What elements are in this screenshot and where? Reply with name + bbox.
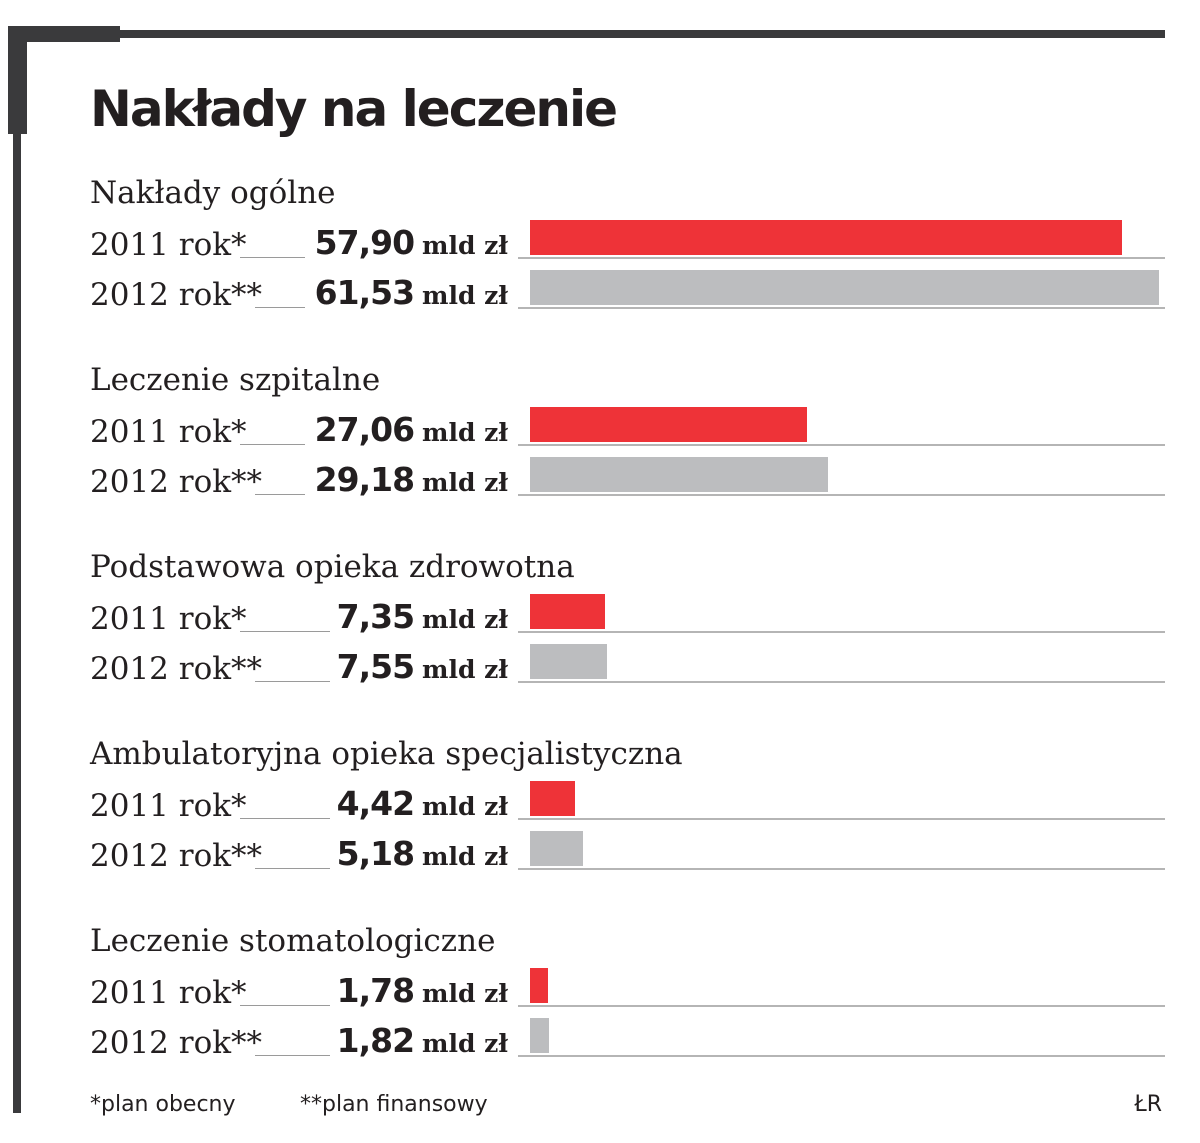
value-number: 7,55 [336, 647, 415, 686]
value-unit: mld zł [422, 281, 508, 310]
series-label-2012: 2012 rok** [90, 277, 263, 313]
series-label-2011: 2011 rok* [90, 601, 247, 637]
series-label-2012: 2012 rok** [90, 651, 263, 687]
series-label-2012: 2012 rok** [90, 464, 263, 500]
bar-leczenie-szpitalne-2011 [530, 407, 807, 442]
value-label-podstawowa-opieka-zdrowotna-2012: 7,55 mld zł [337, 650, 508, 683]
bar-leczenie-stomatologiczne-2011 [530, 968, 549, 1003]
bar-leczenie-stomatologiczne-2012 [530, 1018, 549, 1053]
value-unit: mld zł [422, 842, 508, 871]
leader-line [240, 818, 330, 819]
bar-naklady-ogolne-2012 [530, 270, 1159, 305]
category-label-podstawowa-opieka-zdrowotna: Podstawowa opieka zdrowotna [90, 549, 575, 585]
bar-naklady-ogolne-2011 [530, 220, 1122, 255]
value-label-naklady-ogolne-2012: 61,53 mld zł [315, 276, 508, 309]
category-label-ambulatoryjna-opieka-specjalistyczna: Ambulatoryjna opieka specjalistyczna [90, 736, 683, 772]
value-unit: mld zł [422, 655, 508, 684]
bar-baseline [518, 444, 1165, 446]
value-number: 61,53 [314, 273, 415, 312]
value-label-podstawowa-opieka-zdrowotna-2011: 7,35 mld zł [337, 600, 508, 633]
value-number: 57,90 [314, 223, 415, 262]
bar-leczenie-szpitalne-2012 [530, 457, 829, 492]
bar-baseline [518, 1005, 1165, 1007]
leader-line [240, 444, 305, 445]
frame-top-block [8, 26, 120, 42]
bar-podstawowa-opieka-zdrowotna-2012 [530, 644, 608, 679]
bar-baseline [518, 494, 1165, 496]
category-label-leczenie-szpitalne: Leczenie szpitalne [90, 362, 381, 398]
leader-line [255, 681, 330, 682]
series-label-2011: 2011 rok* [90, 788, 247, 824]
series-label-2011: 2011 rok* [90, 414, 247, 450]
value-label-leczenie-szpitalne-2012: 29,18 mld zł [315, 463, 508, 496]
value-number: 4,42 [336, 784, 415, 823]
value-number: 5,18 [336, 834, 415, 873]
value-number: 29,18 [314, 460, 415, 499]
series-label-2012: 2012 rok** [90, 838, 263, 874]
source-credit: ŁR [1134, 1092, 1162, 1117]
value-label-leczenie-szpitalne-2011: 27,06 mld zł [315, 413, 508, 446]
bar-baseline [518, 868, 1165, 870]
value-label-leczenie-stomatologiczne-2012: 1,82 mld zł [337, 1024, 508, 1057]
bar-ambulatoryjna-opieka-specjalistyczna-2011 [530, 781, 576, 816]
value-unit: mld zł [422, 979, 508, 1008]
value-label-ambulatoryjna-opieka-specjalistyczna-2012: 5,18 mld zł [337, 837, 508, 870]
footnote-plan-obecny: *plan obecny [90, 1092, 236, 1117]
value-unit: mld zł [422, 418, 508, 447]
frame-left-rule [13, 130, 21, 1113]
bar-ambulatoryjna-opieka-specjalistyczna-2012 [530, 831, 583, 866]
value-unit: mld zł [422, 792, 508, 821]
leader-line [255, 1055, 330, 1056]
value-unit: mld zł [422, 605, 508, 634]
value-number: 7,35 [336, 597, 415, 636]
value-number: 1,82 [336, 1021, 415, 1060]
value-unit: mld zł [422, 1029, 508, 1058]
value-label-ambulatoryjna-opieka-specjalistyczna-2011: 4,42 mld zł [337, 787, 508, 820]
bar-baseline [518, 818, 1165, 820]
leader-line [255, 868, 330, 869]
leader-line [240, 631, 330, 632]
leader-line [240, 257, 305, 258]
leader-line [255, 494, 305, 495]
series-label-2011: 2011 rok* [90, 975, 247, 1011]
frame-left-thick [8, 26, 27, 134]
bar-baseline [518, 257, 1165, 259]
value-unit: mld zł [422, 231, 508, 260]
value-unit: mld zł [422, 468, 508, 497]
bar-baseline [518, 1055, 1165, 1057]
leader-line [240, 1005, 330, 1006]
bar-podstawowa-opieka-zdrowotna-2011 [530, 594, 606, 629]
series-label-2012: 2012 rok** [90, 1025, 263, 1061]
value-number: 1,78 [336, 971, 415, 1010]
series-label-2011: 2011 rok* [90, 227, 247, 263]
leader-line [255, 307, 305, 308]
bar-baseline [518, 307, 1165, 309]
chart-title: Nakłady na leczenie [90, 80, 618, 138]
value-number: 27,06 [314, 410, 415, 449]
bar-baseline [518, 681, 1165, 683]
frame-top-rule [118, 30, 1165, 38]
value-label-naklady-ogolne-2011: 57,90 mld zł [315, 226, 508, 259]
category-label-naklady-ogolne: Nakłady ogólne [90, 175, 336, 211]
value-label-leczenie-stomatologiczne-2011: 1,78 mld zł [337, 974, 508, 1007]
footnote-plan-finansowy: **plan finansowy [300, 1092, 488, 1117]
category-label-leczenie-stomatologiczne: Leczenie stomatologiczne [90, 923, 496, 959]
bar-baseline [518, 631, 1165, 633]
